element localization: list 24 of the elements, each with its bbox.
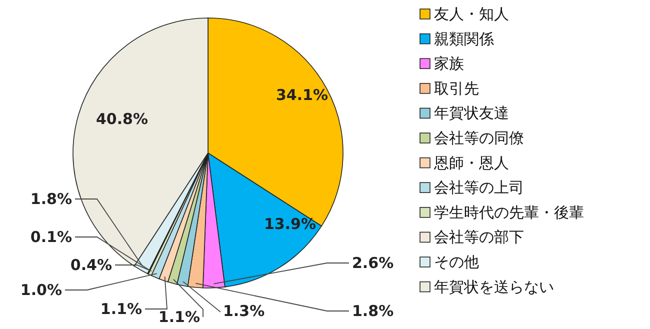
- data-label: 13.9%: [264, 215, 316, 233]
- legend-label: 親類関係: [434, 30, 494, 48]
- legend-label: 学生時代の先輩・後輩: [434, 203, 584, 222]
- legend-label: 家族: [434, 54, 464, 73]
- data-label: 1.0%: [20, 281, 62, 299]
- legend-label: 取引先: [434, 79, 479, 98]
- legend-label: 年賀状友達: [434, 104, 509, 122]
- data-label: 0.1%: [30, 228, 72, 246]
- data-label: 34.1%: [276, 86, 328, 104]
- legend-label: 会社等の上司: [434, 178, 524, 197]
- data-label: 2.6%: [352, 254, 394, 272]
- legend-label: その他: [434, 253, 479, 271]
- data-label: 1.8%: [352, 302, 394, 320]
- legend-label: 会社等の部下: [434, 228, 524, 246]
- data-label: 1.1%: [158, 308, 200, 326]
- legend-label: 年賀状を送らない: [434, 278, 554, 296]
- legend-label: 友人・知人: [434, 5, 509, 23]
- data-label: 1.1%: [100, 300, 142, 318]
- data-label: 1.8%: [30, 190, 72, 208]
- data-label: 0.4%: [70, 256, 112, 274]
- legend-label: 恩師・恩人: [433, 154, 509, 172]
- legend-label: 会社等の同僚: [434, 129, 524, 147]
- data-label: 1.3%: [223, 302, 265, 320]
- data-label: 40.8%: [96, 110, 148, 128]
